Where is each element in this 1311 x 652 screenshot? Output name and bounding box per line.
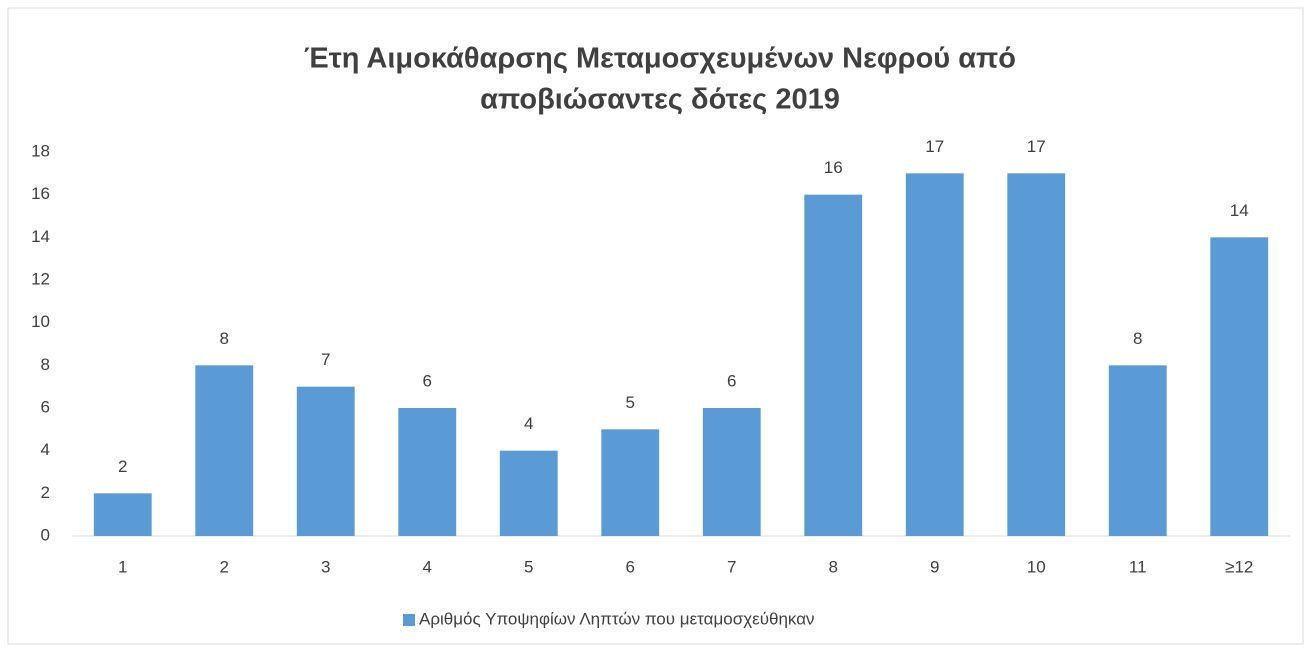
bar [398,408,457,536]
data-label: 17 [925,137,944,156]
x-tick-label: 1 [118,557,127,576]
legend-label: Αριθμός Υποψηφίων Ληπτών που μεταμοσχεύθ… [419,609,815,628]
y-tick-label: 8 [41,355,50,374]
bar [601,429,660,536]
bar [1007,173,1066,537]
x-tick-label: 9 [930,557,939,576]
y-tick-label: 0 [41,525,50,544]
data-label: 4 [524,414,533,433]
x-tick-label: 7 [727,557,736,576]
data-label: 14 [1230,201,1249,220]
y-tick-label: 2 [41,483,50,502]
data-label: 8 [220,329,229,348]
data-label: 16 [824,158,843,177]
bar [296,386,355,536]
data-label: 7 [321,350,330,369]
y-tick-label: 6 [41,397,50,416]
y-tick-label: 10 [31,312,50,331]
chart-frame [7,7,1304,645]
data-label: 6 [727,371,736,390]
y-tick-label: 14 [31,227,50,246]
legend-swatch [403,614,415,626]
x-tick-label: 6 [626,557,635,576]
bar [1210,237,1269,537]
bar [702,408,761,536]
x-tick-label: 3 [321,557,330,576]
x-tick-label: 5 [524,557,533,576]
data-label: 5 [626,393,635,412]
x-tick-label: 4 [423,557,432,576]
data-label: 2 [118,457,127,476]
y-tick-label: 12 [31,269,50,288]
x-tick-label: 2 [220,557,229,576]
bar [804,194,863,536]
data-label: 17 [1027,137,1046,156]
chart-title: Έτη Αιμοκάθαρσης Μεταμοσχευμένων Νεφρού … [304,43,1016,75]
bar [905,173,964,537]
y-tick-label: 4 [41,440,50,459]
chart-title: αποβιώσαντες δότες 2019 [480,84,840,116]
y-tick-label: 16 [31,184,50,203]
x-tick-label: 11 [1129,557,1147,576]
bar [1108,365,1167,536]
data-label: 6 [423,371,432,390]
bar [93,493,152,536]
x-tick-label: ≥12 [1225,557,1253,576]
bar [195,365,254,536]
bar [499,450,558,536]
y-tick-label: 18 [31,141,50,160]
data-label: 8 [1133,329,1142,348]
x-tick-label: 10 [1027,557,1046,576]
x-tick-label: 8 [829,557,838,576]
